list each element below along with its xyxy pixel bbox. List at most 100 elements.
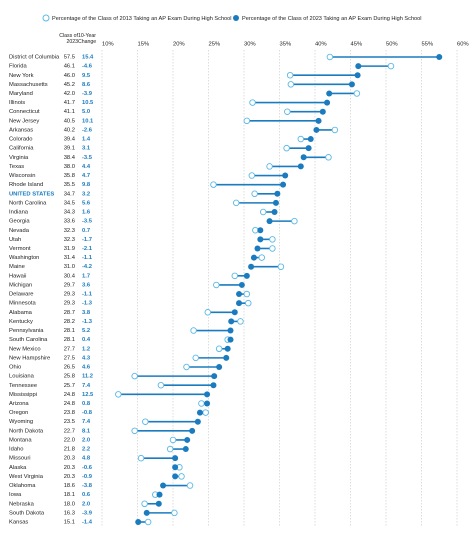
change-label: 1.4 xyxy=(82,137,91,143)
change-label: 3.1 xyxy=(82,146,91,152)
dot-2013 xyxy=(178,473,185,480)
dot-2013 xyxy=(210,181,217,188)
change-label: 3.2 xyxy=(82,191,90,197)
dot-2023 xyxy=(274,190,281,197)
dot-2013 xyxy=(251,190,258,198)
state-label: Connecticut xyxy=(9,109,40,115)
dot-2023 xyxy=(211,373,218,380)
state-label: Texas xyxy=(9,164,24,170)
state-label: Wisconsin xyxy=(9,173,35,179)
change-label: 0.4 xyxy=(82,337,91,343)
dot-2013 xyxy=(144,518,152,526)
value-2023: 45.2 xyxy=(64,82,75,88)
state-label: Arizona xyxy=(9,401,29,407)
change-label: -0.8 xyxy=(82,410,93,416)
change-label: -2.1 xyxy=(82,246,93,252)
change-label: 9.5 xyxy=(82,73,91,79)
dot-2023 xyxy=(135,519,142,525)
dot-2013 xyxy=(131,372,138,380)
state-label: Oklahoma xyxy=(9,483,36,489)
state-label: Alabama xyxy=(9,310,33,316)
change-label: -1.1 xyxy=(82,255,93,261)
dot-2023 xyxy=(204,400,211,407)
dot-2023 xyxy=(257,227,264,234)
value-2023: 31.0 xyxy=(64,264,75,270)
state-label: Rhode Island xyxy=(9,182,43,188)
change-label: 9.8 xyxy=(82,182,91,188)
state-label: Hawaii xyxy=(9,273,26,279)
legend-label: Percentage of the Class of 2013 Taking a… xyxy=(52,16,232,22)
change-label: -0.6 xyxy=(82,465,93,471)
value-2023: 24.8 xyxy=(64,401,75,407)
value-2023: 22.0 xyxy=(64,437,75,443)
x-tick-label: 15% xyxy=(138,42,150,48)
dot-2023 xyxy=(305,145,312,152)
change-label: 12.5 xyxy=(82,392,94,398)
column-header-text: Class of 2023 xyxy=(59,33,78,45)
x-tick-label: 55% xyxy=(422,42,434,48)
change-label: -3.5 xyxy=(82,155,93,161)
value-2023: 28.1 xyxy=(64,328,75,334)
dot-2023 xyxy=(172,473,179,480)
state-label: South Carolina xyxy=(9,337,48,343)
dot-2023 xyxy=(315,117,322,124)
value-2023: 46.0 xyxy=(64,73,75,79)
value-2023: 29.3 xyxy=(64,292,75,298)
change-label: 7.4 xyxy=(82,419,91,425)
change-label: 15.4 xyxy=(82,55,94,61)
dot-2023 xyxy=(436,54,443,60)
legend-marker xyxy=(42,14,50,22)
state-label: Alaska xyxy=(9,465,27,471)
value-2023: 18.1 xyxy=(64,492,75,498)
state-label: North Dakota xyxy=(9,428,44,434)
dot-2013 xyxy=(157,381,165,389)
value-2023: 28.2 xyxy=(64,319,75,325)
dot-2023 xyxy=(266,218,273,225)
value-2023: 39.4 xyxy=(64,137,76,143)
state-label: New York xyxy=(9,73,34,79)
x-tick-label: 20% xyxy=(173,42,185,48)
change-label: 10.1 xyxy=(82,118,94,124)
change-label: 2.2 xyxy=(82,447,90,453)
state-label: District of Columbia xyxy=(9,55,60,61)
change-label: -1.4 xyxy=(82,520,93,526)
dot-2023 xyxy=(189,427,196,434)
dot-2013 xyxy=(237,318,244,325)
dot-2023 xyxy=(236,300,243,307)
state-label: Mississippi xyxy=(9,392,37,398)
value-2023: 23.5 xyxy=(64,419,75,425)
value-2023: 42.0 xyxy=(64,91,75,97)
dot-2013 xyxy=(277,263,285,270)
dot-2013 xyxy=(287,81,295,88)
dot-2023 xyxy=(348,81,355,88)
dot-2013 xyxy=(169,436,177,444)
dot-2023 xyxy=(228,318,235,325)
value-2023: 41.1 xyxy=(64,109,75,115)
dot-2023 xyxy=(143,509,150,516)
change-label: -0.9 xyxy=(82,474,93,480)
value-2023: 33.6 xyxy=(64,219,75,225)
value-2023: 39.1 xyxy=(64,146,75,152)
value-2023: 28.1 xyxy=(64,337,75,343)
value-2023: 16.3 xyxy=(64,510,75,516)
change-label: -3.9 xyxy=(82,91,93,97)
dot-2013 xyxy=(331,126,339,134)
value-2023: 40.5 xyxy=(64,118,75,124)
value-2023: 35.5 xyxy=(64,182,75,188)
dot-2013 xyxy=(291,217,298,225)
state-label: Massachusetts xyxy=(9,82,48,88)
state-label: Tennessee xyxy=(9,383,37,389)
state-label: Minnesota xyxy=(9,301,37,307)
dot-2013 xyxy=(115,391,122,398)
value-2023: 30.4 xyxy=(64,273,76,279)
value-2023: 20.3 xyxy=(64,456,75,462)
dot-2023 xyxy=(227,327,234,334)
dot-2023 xyxy=(319,108,326,115)
state-label: Idaho xyxy=(9,447,24,453)
value-2023: 41.7 xyxy=(64,100,75,106)
dot-2013 xyxy=(297,135,305,143)
value-2023: 40.2 xyxy=(64,127,75,133)
value-2023: 15.1 xyxy=(64,520,75,526)
state-label: Colorado xyxy=(9,137,33,143)
change-label: 3.6 xyxy=(82,282,91,288)
